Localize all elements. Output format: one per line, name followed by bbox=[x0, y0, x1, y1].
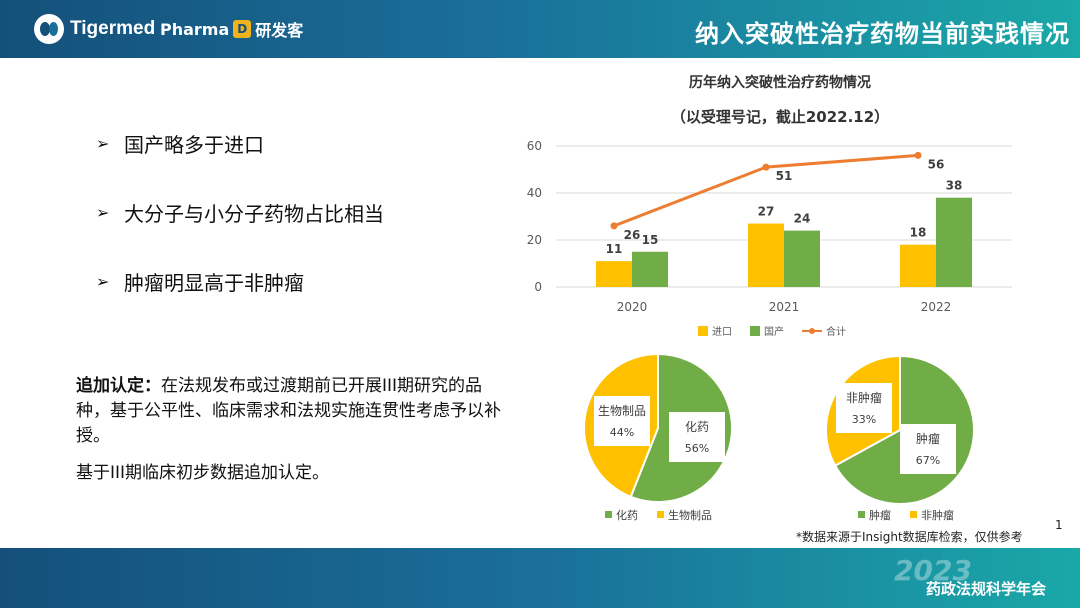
arrow-bullet-icon: ➢ bbox=[96, 271, 110, 291]
pharma-logo-text: Pharma bbox=[160, 19, 230, 39]
source-note: *数据来源于Insight数据库检索，仅供参考 bbox=[796, 530, 1023, 544]
bar-value-label: 24 bbox=[794, 212, 811, 226]
legend-label: 非肿瘤 bbox=[921, 508, 954, 522]
bar bbox=[596, 261, 632, 287]
slide-title: 纳入突破性治疗药物当前实践情况 bbox=[695, 20, 1070, 48]
x-tick-label: 2020 bbox=[617, 300, 648, 314]
pie-percent-label: 67% bbox=[916, 454, 940, 467]
legend-label: 肿瘤 bbox=[869, 508, 891, 522]
line-point bbox=[914, 151, 922, 159]
bullet-text: 国产略多于进口 bbox=[124, 132, 264, 157]
legend-swatch bbox=[605, 511, 612, 518]
line-value-label: 26 bbox=[624, 228, 641, 242]
y-tick-label: 20 bbox=[527, 233, 542, 247]
arrow-bullet-icon: ➢ bbox=[96, 202, 110, 222]
bar-value-label: 27 bbox=[758, 205, 775, 219]
bar bbox=[748, 223, 784, 287]
legend-label: 进口 bbox=[712, 326, 732, 338]
tigermed-logo: Tigermed bbox=[34, 14, 155, 44]
bar bbox=[936, 197, 972, 287]
footer-year: 2023 bbox=[894, 554, 972, 587]
paragraph-text: 在法规发布或过渡期前已开展III期研究的品种，基于公平性、临床需求和法规实施连贯… bbox=[76, 376, 501, 446]
pie-percent-label: 56% bbox=[685, 442, 709, 455]
bar-value-label: 11 bbox=[606, 242, 623, 256]
legend-label: 生物制品 bbox=[668, 508, 712, 522]
bar bbox=[784, 230, 820, 287]
legend-swatch bbox=[858, 511, 865, 518]
bullet-text: 大分子与小分子药物占比相当 bbox=[124, 201, 384, 226]
legend-label: 合计 bbox=[826, 325, 846, 338]
footer-bar: 2023 药政法规科学年会 bbox=[0, 548, 1080, 608]
bar-value-label: 18 bbox=[910, 226, 927, 240]
x-tick-label: 2021 bbox=[769, 300, 800, 314]
tigermed-logo-text: Tigermed bbox=[70, 18, 156, 39]
page-number: 1 bbox=[1055, 518, 1063, 532]
pie-category-label: 非肿瘤 bbox=[846, 390, 882, 405]
pie-label-box bbox=[900, 424, 956, 474]
bullet-text: 肿瘤明显高于非肿瘤 bbox=[124, 270, 304, 295]
bullet-list: ➢ 国产略多于进口 ➢ 大分子与小分子药物占比相当 ➢ 肿瘤明显高于非肿瘤 bbox=[96, 128, 384, 335]
line-point bbox=[610, 222, 618, 230]
pharma-logo-icon: D bbox=[233, 20, 252, 38]
y-tick-label: 0 bbox=[534, 280, 542, 294]
pharma-logo-cn: 研发客 bbox=[255, 21, 304, 40]
bar-value-label: 38 bbox=[946, 179, 963, 193]
pie-percent-label: 33% bbox=[852, 413, 876, 426]
legend-swatch bbox=[698, 326, 708, 336]
legend-label: 化药 bbox=[616, 508, 638, 522]
pharma-logo: Pharma D 研发客 bbox=[160, 17, 303, 41]
arrow-bullet-icon: ➢ bbox=[96, 133, 110, 153]
pie-category-label: 化药 bbox=[685, 420, 709, 434]
bullet-item: ➢ 国产略多于进口 bbox=[96, 128, 384, 158]
phase3-note: 基于III期临床初步数据追加认定。 bbox=[76, 463, 330, 483]
bullet-item: ➢ 肿瘤明显高于非肿瘤 bbox=[96, 266, 384, 296]
tigermed-logo-icon bbox=[34, 14, 64, 44]
legend-line-marker bbox=[809, 328, 815, 334]
y-tick-label: 60 bbox=[527, 139, 542, 153]
line-point bbox=[762, 163, 770, 171]
additional-designation-paragraph: 追加认定：在法规发布或过渡期前已开展III期研究的品种，基于公平性、临床需求和法… bbox=[76, 374, 516, 449]
paragraph-lead: 追加认定： bbox=[76, 376, 161, 396]
legend-swatch bbox=[910, 511, 917, 518]
x-tick-label: 2022 bbox=[921, 300, 952, 314]
bar bbox=[632, 251, 668, 287]
legend-swatch bbox=[657, 511, 664, 518]
line-value-label: 51 bbox=[776, 169, 793, 183]
legend-swatch bbox=[750, 326, 760, 336]
pie-category-label: 生物制品 bbox=[598, 404, 646, 418]
legend-label: 国产 bbox=[764, 325, 784, 338]
line-value-label: 56 bbox=[928, 157, 945, 171]
pie-percent-label: 44% bbox=[610, 426, 634, 439]
bullet-item: ➢ 大分子与小分子药物占比相当 bbox=[96, 197, 384, 227]
pie-category-label: 肿瘤 bbox=[916, 431, 940, 446]
y-tick-label: 40 bbox=[527, 186, 542, 200]
pie-label-box bbox=[836, 383, 892, 433]
pie-label-box bbox=[669, 412, 725, 462]
chart-subtitle: （以受理号记，截止2022.12） bbox=[670, 108, 890, 126]
bar-value-label: 15 bbox=[642, 233, 659, 247]
footer-conference-name: 药政法规科学年会 bbox=[925, 580, 1046, 598]
header-bar: Tigermed Pharma D 研发客 纳入突破性治疗药物当前实践情况 bbox=[0, 0, 1080, 58]
chart-title: 历年纳入突破性治疗药物情况 bbox=[689, 75, 871, 91]
bar bbox=[900, 244, 936, 287]
pie-label-box bbox=[594, 396, 650, 446]
